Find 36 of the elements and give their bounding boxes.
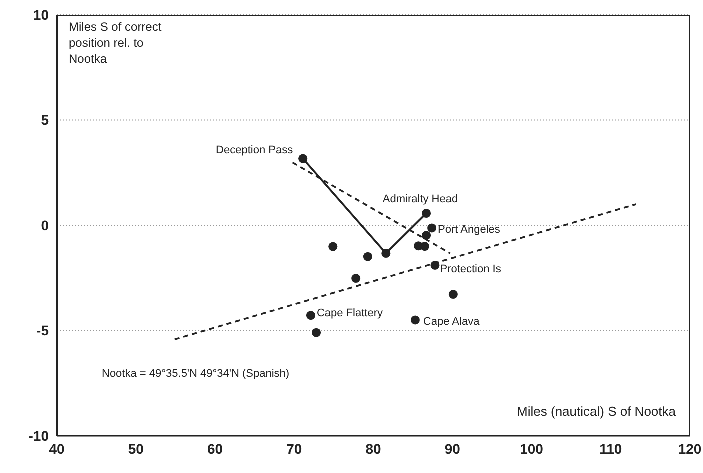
x-tick-label: 110	[600, 440, 622, 457]
point	[298, 154, 308, 164]
y-tick-label: 5	[41, 112, 50, 128]
point	[352, 274, 361, 284]
y-tick-label: 0	[41, 217, 50, 234]
point	[428, 224, 437, 233]
x-tick-label: 50	[128, 440, 144, 457]
x-tick-label: 60	[207, 440, 224, 457]
annotation: Cape Flattery	[316, 308, 384, 320]
point	[422, 208, 432, 218]
y-tick-label: 10	[33, 6, 50, 23]
x-tick-label: 90	[444, 440, 461, 457]
annotation: Admiralty Head	[382, 193, 458, 206]
y-axis-title: Miles S of correct position rel. to Nootka	[69, 19, 163, 67]
point	[312, 328, 322, 338]
point	[422, 231, 432, 240]
x-axis-title: Miles (nautical) S of Nootka	[517, 404, 676, 419]
annotation: Nootka = 49°35.5'N 49°34'N (Spanish)	[102, 368, 290, 380]
x-tick-label: 120	[678, 440, 702, 457]
x-tick-label: 80	[366, 440, 382, 457]
point	[410, 316, 420, 325]
annotation: Port Angeles	[438, 224, 501, 236]
annotation: Deception Pass	[216, 144, 294, 157]
x-tick-label: 40	[49, 440, 65, 457]
point	[306, 311, 316, 320]
x-tick-label: 100	[520, 440, 544, 457]
point	[430, 260, 440, 270]
point	[363, 252, 372, 262]
point	[328, 242, 338, 252]
annotation: Protection Is	[440, 263, 502, 276]
annotation: Cape Alava	[423, 316, 481, 328]
y-tick-label: -10	[28, 428, 50, 444]
y-tick-label: -5	[36, 322, 50, 339]
point	[448, 290, 458, 300]
x-tick-label: 70	[286, 440, 302, 457]
point	[382, 248, 391, 258]
